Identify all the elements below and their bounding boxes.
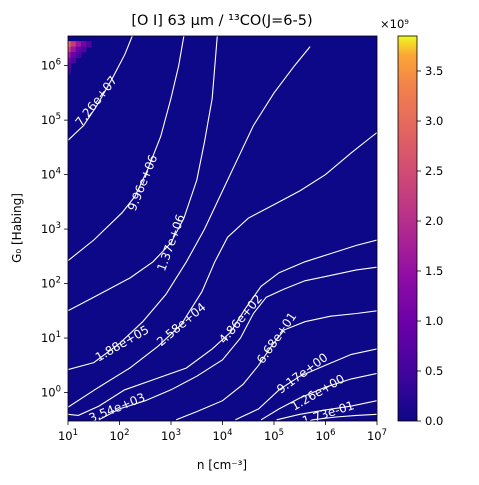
contour-line-6	[98, 266, 377, 421]
heatmap-cell-8	[80, 46, 87, 53]
heatmap-cell-12	[68, 57, 72, 64]
contour-line-5	[68, 239, 377, 416]
x-tick-label-6: 107	[367, 428, 387, 443]
y-tick-label-4: 104	[41, 167, 61, 182]
contour-line-1	[68, 36, 185, 262]
heatmap-cell-3	[80, 41, 87, 48]
contour-line-2	[68, 36, 218, 312]
heatmap-cell-5	[68, 46, 72, 53]
contour-line-3	[68, 46, 311, 371]
x-tick-label-5: 106	[315, 428, 335, 443]
contour-line-9	[260, 372, 377, 421]
heatmap-cell-13	[70, 57, 77, 64]
y-tick-label-6: 106	[41, 58, 61, 73]
colorbar-tick-label-2: 1.0	[425, 314, 443, 328]
y-axis-ticks: 100 101 102 103 104 105 106	[41, 58, 68, 400]
x-tick-label-4: 105	[264, 428, 284, 443]
y-axis-label: G₀ [Habing]	[10, 193, 24, 263]
heatmap-background	[68, 36, 377, 421]
contour-lines	[68, 36, 377, 421]
colorbar-tick-label-0: 0.0	[425, 414, 443, 428]
heatmap-cells	[68, 41, 92, 75]
contour-line-10	[276, 400, 377, 421]
colorbar-tick-label-6: 3.0	[425, 114, 443, 128]
x-tick-label-0: 101	[58, 428, 78, 443]
colorbar-tick-label-5: 2.5	[425, 164, 443, 178]
y-tick-label-3: 103	[41, 221, 61, 236]
heatmap-cell-4	[86, 41, 92, 48]
heatmap-cell-14	[68, 62, 72, 69]
colorbar-ticks: 0.0 0.5 1.0 1.5 2.0 2.5 3.0 3.5	[417, 64, 443, 428]
colorbar-tick-label-7: 3.5	[425, 64, 443, 78]
y-tick-label-2: 102	[41, 276, 61, 291]
heatmap-cell-15	[68, 68, 72, 75]
contour-line-11	[309, 413, 377, 421]
contour-line-7	[175, 310, 377, 421]
heatmap-cell-2	[75, 41, 82, 48]
x-tick-label-2: 103	[161, 428, 181, 443]
colorbar	[397, 35, 418, 422]
contour-line-4	[68, 132, 377, 408]
colorbar-multiplier: ×10⁹	[380, 17, 409, 31]
colorbar-tick-label-4: 2.0	[425, 214, 443, 228]
y-tick-label-5: 105	[41, 112, 61, 127]
colorbar-tick-label-3: 1.5	[425, 264, 443, 278]
heatmap-cell-1	[70, 41, 77, 48]
y-tick-label-1: 101	[41, 330, 61, 345]
colorbar-tick-label-1: 0.5	[425, 364, 443, 378]
heatmap-cell-6	[70, 46, 77, 53]
x-tick-label-3: 104	[212, 428, 232, 443]
heatmap-cell-10	[70, 52, 77, 58]
x-axis-label: n [cm⁻³]	[197, 458, 247, 472]
contour-line-0	[68, 36, 133, 141]
heatmap-cell-0	[68, 41, 72, 48]
heatmap-cell-9	[68, 52, 72, 58]
heatmap-cell-7	[75, 46, 82, 53]
x-tick-label-1: 102	[109, 428, 129, 443]
heatmap-cell-11	[75, 52, 82, 58]
contour-line-8	[235, 348, 377, 421]
chart-title: [O I] 63 μm / ¹³CO(J=6-5)	[131, 13, 312, 29]
y-tick-label-0: 100	[41, 385, 61, 400]
